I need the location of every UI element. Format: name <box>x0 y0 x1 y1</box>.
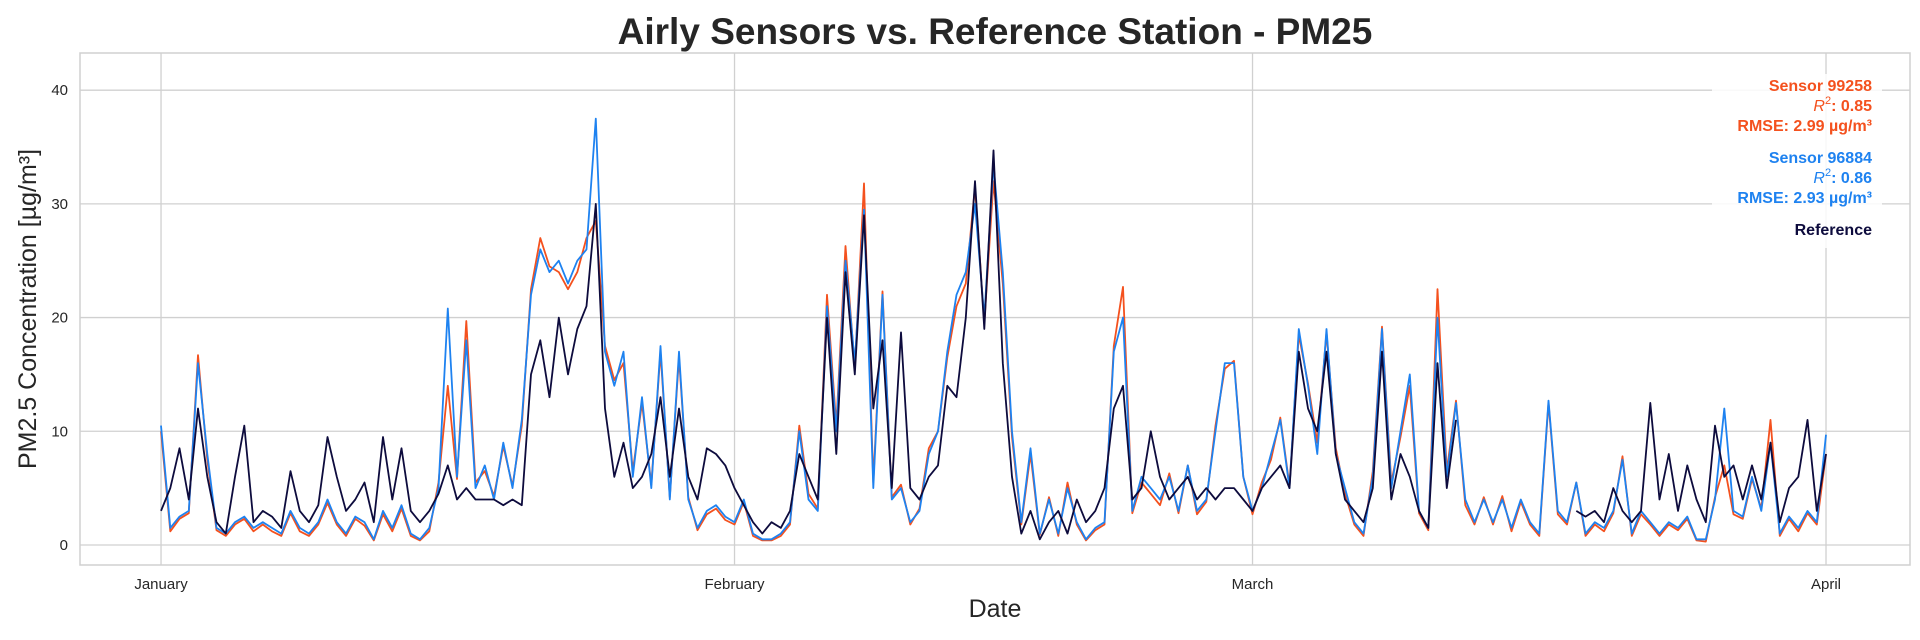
legend-sensor-2-r2: R2: 0.86 <box>1813 167 1872 187</box>
plot-area <box>79 52 1911 566</box>
legend-sensor-1-name: Sensor 99258 <box>1769 78 1872 95</box>
y-tick-label: 10 <box>51 423 68 440</box>
grid-lines <box>80 53 1910 565</box>
y-tick-label: 20 <box>51 310 68 327</box>
x-axis-label: Date <box>969 595 1022 623</box>
x-tick-label: March <box>1232 576 1274 593</box>
y-tick-labels: 0 10 20 30 40 <box>51 82 68 554</box>
x-tick-label: February <box>705 576 766 593</box>
legend-sensor-1-r2: R2: 0.85 <box>1813 95 1872 115</box>
legend: Sensor 99258 R2: 0.85 RMSE: 2.99 µg/m³ S… <box>1712 74 1882 248</box>
legend-sensor-1-rmse: RMSE: 2.99 µg/m³ <box>1737 118 1872 135</box>
chart-title: Airly Sensors vs. Reference Station - PM… <box>618 11 1373 52</box>
legend-background <box>1712 74 1882 248</box>
series-line-reference <box>160 149 1827 541</box>
y-axis-label: PM2.5 Concentration [µg/m³] <box>14 149 42 469</box>
legend-sensor-2-rmse: RMSE: 2.93 µg/m³ <box>1737 190 1872 207</box>
x-tick-label: January <box>134 576 188 593</box>
y-tick-label: 30 <box>51 196 68 213</box>
x-tick-labels: January February March April <box>134 576 1841 593</box>
x-tick-label: April <box>1811 576 1841 593</box>
legend-sensor-2-name: Sensor 96884 <box>1769 150 1872 167</box>
series-lines <box>160 117 1827 543</box>
y-tick-label: 0 <box>60 537 68 554</box>
legend-reference: Reference <box>1795 222 1872 239</box>
y-tick-label: 40 <box>51 82 68 99</box>
